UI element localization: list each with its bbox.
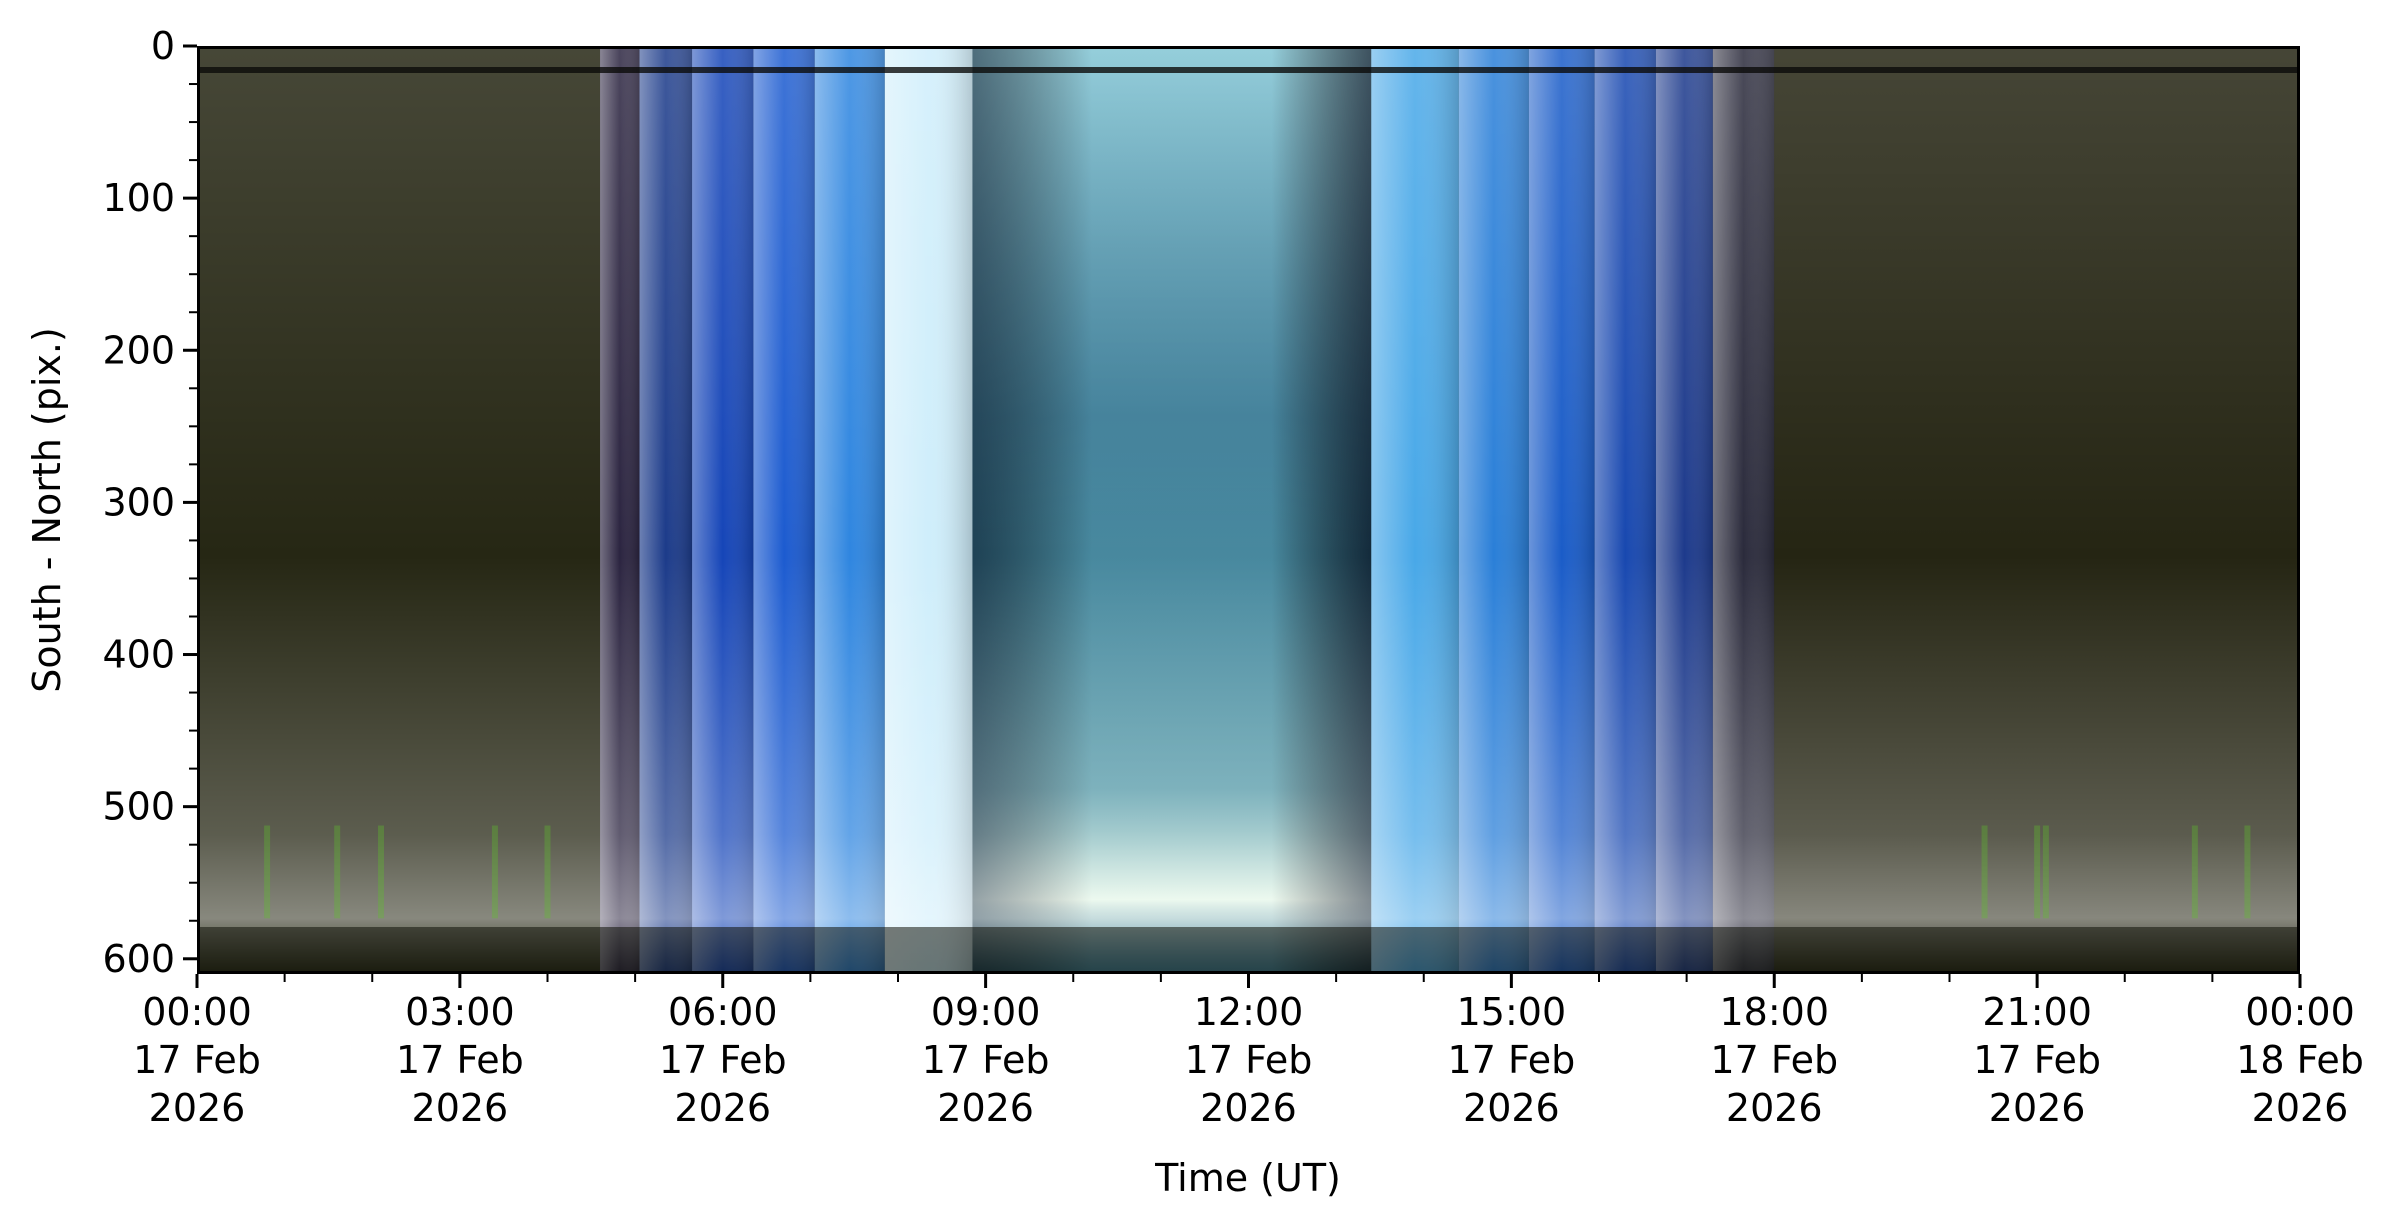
keogram-image	[197, 46, 2300, 974]
y-tick-label: 100	[102, 176, 175, 220]
aurora-streak	[491, 825, 498, 919]
aurora-streak	[2042, 825, 2049, 919]
top-dark-stripe	[197, 67, 2300, 73]
x-axis: 00:00 17 Feb 2026 03:00 17 Feb 2026 06:00 17 Fe…	[133, 974, 2364, 1130]
aurora-streak	[2034, 825, 2041, 919]
y-tick-label: 0	[151, 24, 175, 68]
x-tick-label: 06:00 17 Feb 2026	[659, 990, 787, 1130]
x-tick-label: 15:00 17 Feb 2026	[1448, 990, 1576, 1130]
x-tick-label: 00:00 17 Feb 2026	[133, 990, 261, 1130]
aurora-streak	[2191, 825, 2198, 919]
keogram-plot-area	[197, 46, 2300, 974]
aurora-streak	[264, 825, 271, 919]
y-axis-title: South - North (pix.)	[25, 327, 69, 693]
aurora-streak	[1981, 825, 1988, 919]
x-tick-label: 21:00 17 Feb 2026	[1973, 990, 2101, 1130]
y-tick-label: 300	[102, 480, 175, 524]
y-tick-label: 400	[102, 633, 175, 677]
aurora-streak	[544, 825, 551, 919]
x-tick-label: 18:00 17 Feb 2026	[1710, 990, 1838, 1130]
x-tick-label: 09:00 17 Feb 2026	[922, 990, 1050, 1130]
x-tick-label: 03:00 17 Feb 2026	[396, 990, 524, 1130]
vertical-fade-overlay	[197, 46, 2300, 974]
aurora-streak	[2244, 825, 2251, 919]
x-tick-label: 12:00 17 Feb 2026	[1185, 990, 1313, 1130]
horizon-dark-strip	[197, 927, 2300, 974]
aurora-streak	[334, 825, 341, 919]
aurora-streak	[378, 825, 385, 919]
aurora-streaks	[264, 825, 2251, 919]
y-tick-label: 200	[102, 328, 175, 372]
y-tick-label: 600	[102, 937, 175, 981]
x-axis-title: Time (UT)	[1154, 1156, 1341, 1200]
x-tick-label: 00:00 18 Feb 2026	[2236, 990, 2364, 1130]
y-tick-label: 500	[102, 785, 175, 829]
y-axis: 0 100 200 300 400 500 600	[102, 24, 197, 981]
